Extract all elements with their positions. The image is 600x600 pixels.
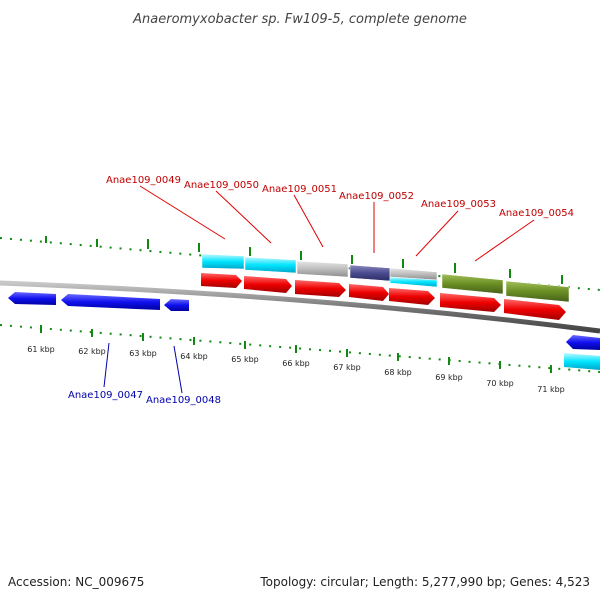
gene-right-arrow[interactable] — [566, 335, 600, 350]
gene-label-0050[interactable]: Anae109_0050 — [184, 180, 259, 191]
feature-track — [201, 253, 570, 303]
gene-0049-arrow[interactable] — [201, 273, 242, 288]
forward-callouts — [139, 185, 535, 262]
feature-0050[interactable] — [244, 256, 297, 274]
lower-tick-ruler — [0, 324, 600, 373]
gene-label-0049[interactable]: Anae109_0049 — [106, 175, 181, 186]
kbp-label: 63 kbp — [129, 349, 157, 358]
feature-0049[interactable] — [201, 253, 245, 270]
gene-label-0051[interactable]: Anae109_0051 — [262, 184, 337, 195]
forward-genes — [201, 273, 566, 320]
gene-0048b-arrow[interactable] — [164, 299, 189, 311]
gene-label-0048[interactable]: Anae109_0048 — [146, 395, 221, 406]
feature-0051[interactable] — [296, 260, 349, 278]
gene-0051-arrow[interactable] — [295, 280, 346, 297]
kbp-labels: 61 kbp 62 kbp 63 kbp 64 kbp 65 kbp 66 kb… — [27, 345, 565, 394]
kbp-label: 62 kbp — [78, 347, 106, 356]
kbp-label: 64 kbp — [180, 352, 208, 361]
kbp-label: 66 kbp — [282, 359, 310, 368]
kbp-label: 65 kbp — [231, 355, 259, 364]
gene-0050-arrow[interactable] — [244, 276, 292, 293]
feature-0054[interactable] — [505, 280, 570, 303]
accession-text: Accession: NC_009675 — [8, 575, 144, 589]
kbp-label: 68 kbp — [384, 368, 412, 377]
reverse-genes — [8, 292, 600, 370]
gene-label-0047[interactable]: Anae109_0047 — [68, 390, 143, 401]
topology-text: Topology: circular; Length: 5,277,990 bp… — [259, 575, 590, 589]
kbp-label: 69 kbp — [435, 373, 463, 382]
gene-0053-arrow[interactable] — [389, 288, 435, 305]
gene-label-0053[interactable]: Anae109_0053 — [421, 199, 496, 210]
reverse-callouts — [103, 342, 183, 394]
forward-labels: Anae109_0049 Anae109_0050 Anae109_0051 A… — [106, 175, 574, 219]
kbp-label: 71 kbp — [537, 385, 565, 394]
genome-backbone — [0, 280, 600, 334]
kbp-label: 67 kbp — [333, 363, 361, 372]
gene-label-0054[interactable]: Anae109_0054 — [499, 208, 574, 219]
gene-0047-arrow[interactable] — [8, 292, 56, 305]
map-title: Anaeromyxobacter sp. Fw109-5, complete g… — [132, 12, 467, 27]
feature-0052c[interactable] — [389, 276, 438, 288]
gene-label-0052[interactable]: Anae109_0052 — [339, 191, 414, 202]
kbp-label: 70 kbp — [486, 379, 514, 388]
gene-0055-arrow[interactable] — [504, 299, 566, 320]
gene-0054-arrow[interactable] — [440, 293, 501, 312]
gene-0052-arrow[interactable] — [349, 284, 389, 301]
reverse-labels: Anae109_0047 Anae109_0048 — [68, 390, 221, 406]
feature-0053[interactable] — [441, 273, 504, 295]
feature-right-cyan[interactable] — [564, 353, 600, 370]
kbp-label: 61 kbp — [27, 345, 55, 354]
feature-0052a[interactable] — [349, 264, 391, 282]
gene-0048-arrow[interactable] — [61, 294, 160, 310]
